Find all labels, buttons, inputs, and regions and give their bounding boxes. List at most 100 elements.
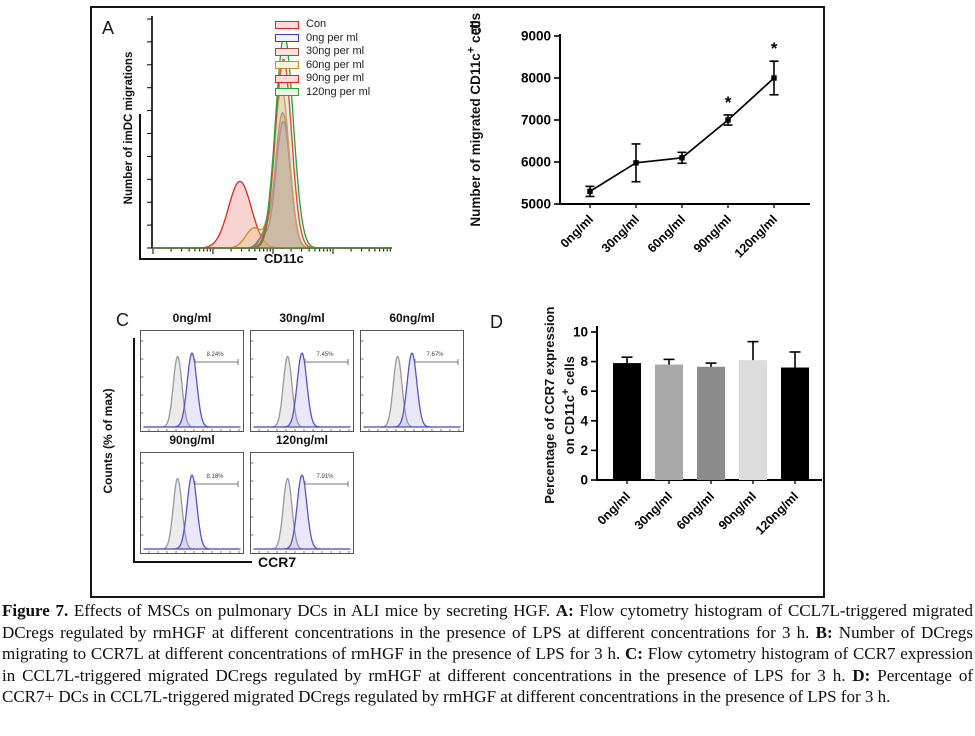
superscript-plus: + [465,46,478,54]
panel-b-line-chart: 5000 6000 7000 8000 9000 * * 0ng/ml 30ng/ml 60ng/… [521,29,810,260]
svg-text:90ng/ml: 90ng/ml [716,489,759,532]
svg-text:10: 10 [573,325,588,340]
legend-label: 120ng per ml [306,85,371,98]
d-bars [613,340,809,480]
figure-panel-border: A Con 0ng per ml 30ng per ml 60ng per ml… [90,6,825,598]
panel-c-axis-bracket-vertical [133,338,135,563]
caption-bold-segment: B: [815,622,833,642]
legend-item: Con [275,18,370,32]
svg-text:4: 4 [580,413,588,428]
flow-subpanel-30ngml: 7.45% [250,330,354,432]
svg-text:0: 0 [580,473,588,488]
svg-text:8000: 8000 [521,71,551,86]
flow-histogram-plot [251,462,351,553]
caption-text-segment: Percentage of CCR7+ DCs in CCL7L-trigger… [2,665,973,707]
gate-percentage: 8.24% [206,352,224,358]
c-sub-ticks [141,340,240,431]
panel-c-axis-bracket-horizontal [133,561,252,563]
legend-item: 0ng per ml [275,32,370,46]
flow-histogram-plot [141,340,241,431]
subpanel-title: 120ng/ml [275,433,329,447]
panel-a-label: A [102,18,115,38]
svg-text:5000: 5000 [521,197,551,212]
sample-curve [253,474,351,550]
svg-text:120ng/ml: 120ng/ml [732,212,780,260]
sample-curve [143,474,241,550]
legend-swatch-0ng [275,34,299,43]
c-sub-ticks [361,340,460,431]
b-line [589,77,775,193]
svg-text:*: * [771,39,778,58]
gate-percentage: 7.91% [316,474,334,480]
panel-c-label: C [116,310,130,330]
b-point [725,117,731,123]
panel-d-label: D [490,312,504,332]
svg-text:30ng/ml: 30ng/ml [632,489,675,532]
d-bar [697,366,725,480]
b-axes [554,34,810,208]
subpanel-title: 60ng/ml [389,311,435,325]
flow-histogram-plot [361,340,461,431]
caption-bold-segment: C: [625,644,643,664]
svg-text:*: * [725,93,732,112]
svg-text:7000: 7000 [521,113,551,128]
panel-d-bar-chart: 0 2 4 6 8 10 0ng/ml30ng/ml60ng/ml90ng/ml120ng/… [573,325,822,537]
svg-text:60ng/ml: 60ng/ml [645,212,688,255]
legend-swatch-con [275,20,299,29]
svg-text:90ng/ml: 90ng/ml [691,212,734,255]
caption-bold-segment: A: [555,601,574,620]
svg-text:6: 6 [580,384,588,399]
flow-subpanel-0ngml: 8.24% [140,330,244,432]
svg-text:8: 8 [580,354,588,369]
legend-label: 30ng per ml [306,45,365,58]
c-sub-ticks [251,462,350,553]
c-sub-ticks [141,462,240,553]
flow-histogram-plot [251,340,351,431]
panel-a-x-axis-label: CD11c [264,251,304,266]
legend-item: 60ng per ml [275,59,370,73]
caption-bold-segment: Figure 7. [2,601,69,620]
panel-a-legend: Con 0ng per ml 30ng per ml 60ng per ml 9… [275,18,370,99]
svg-text:120ng/ml: 120ng/ml [753,489,801,537]
legend-swatch-90ng [275,74,299,83]
subpanel-title: 0ng/ml [172,311,212,325]
d-bar [655,364,683,480]
panel-c-x-axis-label: CCR7 [258,554,297,570]
legend-label: 90ng per ml [306,72,365,85]
figure-caption: Figure 7. Effects of MSCs on pulmonary D… [2,600,973,708]
flow-subpanel-120ngml: 7.91% [250,452,354,554]
legend-label: Con [306,18,327,31]
caption-text-segment: Number of DCregs migrating to CCR7L at d… [2,622,973,664]
b-point [633,160,639,166]
legend-swatch-120ng [275,88,299,97]
flow-histogram-plot [141,462,241,553]
gate-marker [304,359,349,365]
legend-item: 90ng per ml [275,72,370,86]
d-bar [613,363,641,480]
caption-text-segment: Flow cytometry histogram of CCL7L-trigge… [2,601,973,642]
svg-text:30ng/ml: 30ng/ml [599,212,642,255]
flow-subpanel-90ngml: 8.18% [140,452,244,554]
panel-a-flow-histogram [147,16,392,254]
legend-swatch-60ng [275,61,299,70]
legend-label: 60ng per ml [306,58,365,71]
sample-curve [253,352,351,428]
panel-a-axis-bracket-horizontal [139,258,257,260]
subpanel-title: 90ng/ml [169,433,215,447]
caption-text-segment: Flow cytometry histogram of CCR7 express… [2,644,973,685]
svg-text:60ng/ml: 60ng/ml [674,489,717,532]
caption-bold-segment: D: [852,665,871,685]
d-bar [781,367,809,480]
gate-marker [304,481,349,487]
b-series [585,60,779,198]
a-curves [152,34,392,249]
gate-marker [194,359,239,365]
svg-text:0ng/ml: 0ng/ml [558,212,596,250]
b-point [587,188,593,195]
panel-c-y-axis-label: Counts (% of max) [101,388,115,494]
gate-percentage: 8.18% [206,474,224,480]
c-sub-ticks [251,340,350,431]
panel-a-axis-bracket-vertical [139,114,141,260]
caption-text-segment: Effects of MSCs on pulmonary DCs in ALI … [68,601,556,620]
